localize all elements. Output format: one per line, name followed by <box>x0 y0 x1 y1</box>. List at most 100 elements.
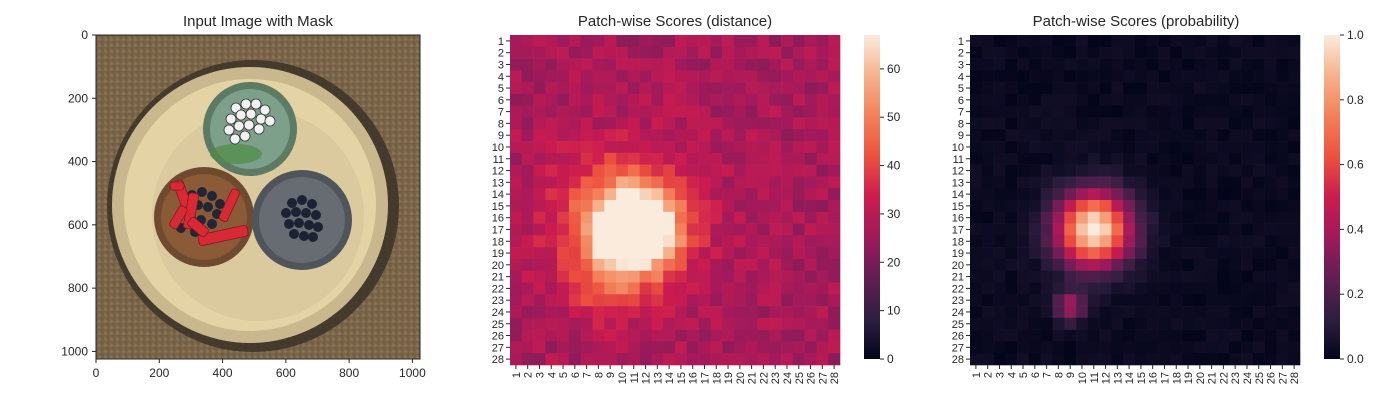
heatmap-cell <box>545 341 558 354</box>
heatmap-cell <box>521 235 534 248</box>
heatmap-cell <box>1276 70 1289 83</box>
probability-colorbar-ticks: 0.00.20.40.60.81.0 <box>1340 28 1364 366</box>
heatmap-cell <box>804 46 817 59</box>
heatmap-cell <box>757 82 770 95</box>
heatmap-cell <box>1217 152 1230 165</box>
heatmap-cell <box>663 70 676 83</box>
heatmap-cell <box>533 82 546 95</box>
heatmap-cell <box>1087 329 1100 342</box>
row-tick-label: 19 <box>952 248 964 260</box>
heatmap-cell <box>745 176 758 189</box>
heatmap-cell <box>970 129 983 142</box>
heatmap-cell <box>828 164 841 177</box>
heatmap-cell <box>1158 223 1171 236</box>
heatmap-cell <box>639 270 652 283</box>
heatmap-cell <box>1276 93 1289 107</box>
heatmap-cell <box>792 341 805 354</box>
heatmap-cell <box>627 141 640 154</box>
heatmap-cell <box>627 105 640 118</box>
heatmap-cell <box>1052 341 1065 354</box>
heatmap-cell <box>722 58 735 71</box>
heatmap-cell <box>970 82 983 95</box>
heatmap-cell <box>580 353 593 366</box>
heatmap-cell <box>769 188 782 201</box>
heatmap-cell <box>686 105 699 118</box>
heatmap-cell <box>1182 58 1195 71</box>
heatmap-cell <box>970 247 983 260</box>
heatmap-cell <box>1123 188 1136 201</box>
heatmap-cell <box>627 329 640 342</box>
heatmap-cell <box>1252 306 1265 319</box>
heatmap-cell <box>781 211 794 224</box>
heatmap-cell <box>627 282 640 295</box>
heatmap-cell <box>698 211 711 224</box>
heatmap-cell <box>1182 105 1195 118</box>
heatmap-cell <box>510 58 523 71</box>
heatmap-cell <box>769 294 782 307</box>
heatmap-cell <box>1241 341 1254 354</box>
heatmap-cell <box>1135 82 1148 95</box>
heatmap-cell <box>1123 46 1136 59</box>
heatmap-cell <box>1217 93 1230 107</box>
heatmap-cell <box>545 247 558 260</box>
col-tick-label: 13 <box>1112 372 1124 384</box>
col-tick-label: 17 <box>1159 372 1171 384</box>
heatmap-cell <box>970 211 983 224</box>
heatmap-cell <box>970 353 983 366</box>
heatmap-cell <box>1111 329 1124 342</box>
heatmap-cell <box>1123 294 1136 307</box>
heatmap-cell <box>993 294 1006 307</box>
heatmap-cell <box>580 188 593 201</box>
heatmap-cell <box>521 223 534 236</box>
heatmap-cell <box>1052 70 1065 83</box>
heatmap-cell <box>1158 117 1171 130</box>
heatmap-cell <box>781 176 794 189</box>
heatmap-cell <box>733 317 747 330</box>
heatmap-cell <box>1099 129 1112 142</box>
heatmap-cell <box>1193 235 1207 248</box>
heatmap-cell <box>1205 317 1218 330</box>
heatmap-cell <box>757 282 770 295</box>
heatmap-cell <box>510 258 523 272</box>
col-tick-label: 17 <box>699 372 711 384</box>
heatmap-cell <box>545 188 558 201</box>
heatmap-cell <box>1182 35 1195 48</box>
heatmap-cell <box>1158 35 1171 48</box>
heatmap-cell <box>1217 117 1230 130</box>
heatmap-cell <box>663 117 676 130</box>
heatmap-cell <box>1182 188 1195 201</box>
heatmap-cell <box>639 141 652 154</box>
heatmap-cell <box>828 141 841 154</box>
col-tick-label: 26 <box>806 372 818 384</box>
heatmap-cell <box>781 188 794 201</box>
heatmap-cell <box>1040 200 1053 213</box>
heatmap-cell <box>1170 141 1183 154</box>
col-tick-label: 15 <box>1136 372 1148 384</box>
heatmap-cell <box>1028 223 1042 236</box>
heatmap-cell <box>781 282 794 295</box>
heatmap-cell <box>1099 58 1112 71</box>
col-tick-label: 23 <box>770 372 782 384</box>
heatmap-cell <box>1241 82 1254 95</box>
heatmap-cell <box>1193 35 1207 48</box>
heatmap-cell <box>592 211 605 224</box>
heatmap-cell <box>1135 58 1148 71</box>
col-tick-label: 18 <box>1171 372 1183 384</box>
heatmap-cell <box>533 341 546 354</box>
heatmap-cell <box>1217 270 1230 283</box>
heatmap-cell <box>686 247 699 260</box>
heatmap-cell <box>1158 105 1171 118</box>
colorbar-tick-label: 0.2 <box>1347 287 1364 301</box>
heatmap-cell <box>1076 46 1089 59</box>
heatmap-cell <box>1193 223 1207 236</box>
col-tick-label: 1 <box>971 372 983 378</box>
heatmap-cell <box>698 294 711 307</box>
heatmap-cell <box>804 353 817 366</box>
row-tick-label: 18 <box>492 236 504 248</box>
heatmap-cell <box>592 235 605 248</box>
heatmap-cell <box>757 70 770 83</box>
heatmap-cell <box>1170 247 1183 260</box>
heatmap-cell <box>1005 188 1018 201</box>
heatmap-cell <box>675 282 688 295</box>
heatmap-cell <box>1288 329 1301 342</box>
